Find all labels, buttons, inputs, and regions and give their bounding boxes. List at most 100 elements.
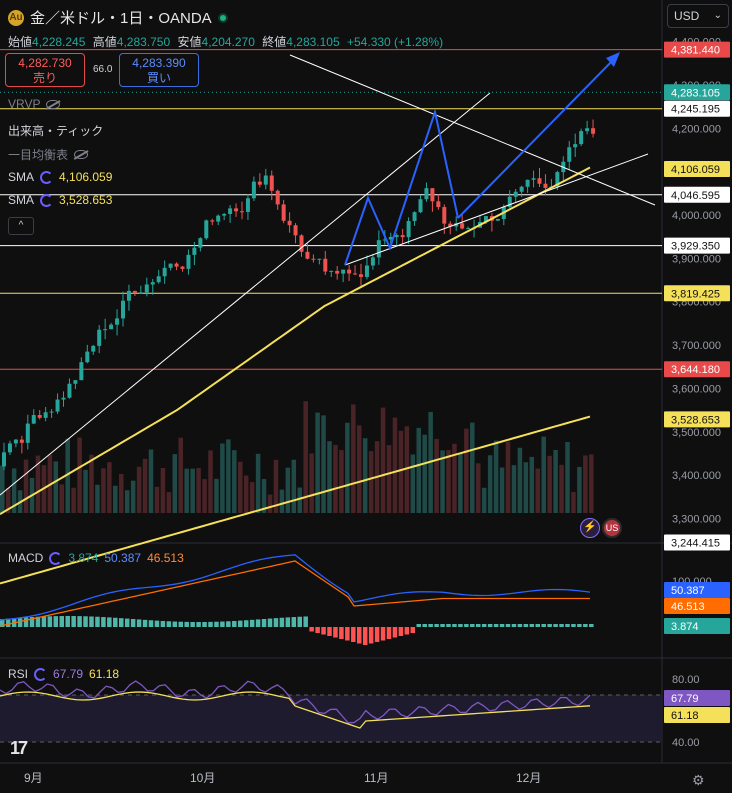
sma-indicator-1[interactable]: SMA 4,106.059	[8, 170, 113, 184]
rsi-legend[interactable]: RSI 67.79 61.18	[8, 667, 120, 681]
macd-histogram-bar	[571, 624, 576, 627]
time-axis-label: 11月	[364, 771, 388, 785]
macd-histogram-bar	[422, 624, 427, 627]
hidden-eye-icon[interactable]	[74, 150, 89, 159]
macd-histogram-bar	[374, 627, 380, 642]
macd-histogram-bar	[83, 616, 88, 627]
candle	[91, 345, 96, 352]
macd-histogram-bar	[130, 619, 136, 627]
candle	[162, 267, 167, 277]
candle	[335, 270, 340, 274]
change-value: +54.330 (+1.28%)	[347, 35, 444, 49]
candle	[347, 269, 352, 274]
candle	[442, 207, 447, 224]
macd-histogram-bar	[434, 624, 439, 627]
volume-bar	[11, 468, 17, 513]
macd-histogram-bar	[541, 624, 546, 627]
macd-line	[0, 554, 591, 621]
volume-bar	[559, 464, 564, 513]
gear-icon[interactable]: ⚙	[692, 772, 705, 788]
volume-bar	[398, 430, 404, 513]
price-axis-label	[664, 285, 730, 302]
macd-histogram-bar	[202, 621, 207, 627]
volume-bar	[232, 450, 237, 513]
hidden-eye-icon[interactable]	[46, 99, 61, 109]
collapse-legend-button[interactable]: ^	[8, 217, 34, 235]
candle	[97, 329, 102, 346]
volume-bar	[410, 454, 416, 513]
price-axis-tick: 3,400.000	[672, 470, 721, 482]
macd-histogram-bar	[273, 618, 279, 627]
candle	[364, 265, 369, 277]
macd-histogram-bar	[416, 624, 421, 627]
candle	[287, 220, 292, 226]
time-axis-label: 9月	[24, 771, 43, 785]
candle	[382, 239, 387, 241]
buy-button[interactable]: 4,283.390 買い	[119, 53, 199, 87]
currency-select[interactable]: USD ⌄	[667, 4, 729, 28]
symbol-header[interactable]: Au 金／米ドル・1日・OANDA	[8, 7, 228, 28]
volume-bar	[470, 422, 475, 513]
macd-histogram-bar	[238, 620, 243, 627]
macd-histogram-bar	[577, 624, 582, 627]
candle	[513, 191, 518, 197]
macd-histogram-bar	[243, 620, 249, 627]
lightning-icon[interactable]: ⚡	[580, 518, 600, 538]
volume-bar	[124, 490, 130, 513]
macd-histogram-bar	[368, 627, 374, 644]
volume-bar	[422, 434, 427, 513]
macd-histogram-bar	[470, 624, 475, 627]
volume-bar	[577, 466, 582, 513]
candle	[275, 190, 280, 205]
macd-histogram-bar	[196, 622, 201, 627]
time-axis-label: 10月	[190, 771, 215, 785]
volume-bar	[208, 450, 213, 513]
macd-histogram-bar	[142, 619, 148, 627]
candle	[311, 258, 316, 260]
price-axis-tick: 3,600.000	[672, 383, 721, 395]
macd-histogram-bar	[232, 620, 237, 627]
candle	[73, 380, 78, 384]
ichimoku-indicator[interactable]: 一目均衡表	[8, 146, 89, 163]
macd-legend[interactable]: MACD 3.874 50.387 46.513	[8, 551, 184, 565]
macd-histogram-bar	[59, 616, 64, 627]
price-axis-label	[664, 186, 730, 203]
volume-bar	[190, 468, 195, 513]
sma-indicator-2[interactable]: SMA 3,528.653	[8, 193, 113, 207]
volume-indicator[interactable]: 出来高・ティック	[8, 124, 104, 138]
price-axis-label-text: 3,819.425	[671, 288, 720, 300]
candle	[168, 263, 173, 268]
candle	[507, 196, 512, 207]
macd-histogram-bar	[357, 627, 362, 644]
macd-histogram-bar	[35, 616, 41, 627]
volume-bar	[285, 467, 291, 513]
high-value: 4,283.750	[116, 35, 171, 49]
volume-bar	[535, 468, 540, 513]
volume-bar	[499, 467, 505, 513]
candle	[25, 423, 30, 443]
candle	[323, 258, 328, 272]
candle	[466, 228, 471, 230]
sell-label: 売り	[32, 71, 57, 85]
volume-bar	[321, 415, 326, 513]
candle	[61, 397, 66, 400]
us-flag-icon[interactable]: US	[602, 518, 622, 538]
vrvp-indicator[interactable]: VRVP	[8, 97, 61, 111]
gold-coin-icon: Au	[8, 9, 24, 26]
sell-button[interactable]: 4,282.730 売り	[5, 53, 85, 87]
candle	[394, 235, 399, 237]
close-value: 4,283.105	[286, 35, 340, 49]
volume-bar	[71, 487, 76, 513]
volume-bar	[452, 443, 457, 513]
candle	[109, 324, 114, 330]
macd-histogram-bar	[464, 624, 469, 627]
macd-histogram-bar	[285, 617, 291, 627]
candle	[519, 186, 524, 192]
volume-bar	[101, 468, 106, 513]
trend-line	[289, 54, 656, 206]
macd-histogram-bar	[505, 624, 511, 627]
macd-histogram-bar	[440, 624, 445, 627]
candle	[353, 273, 358, 275]
tradingview-logo-icon[interactable]: 17	[10, 738, 28, 758]
